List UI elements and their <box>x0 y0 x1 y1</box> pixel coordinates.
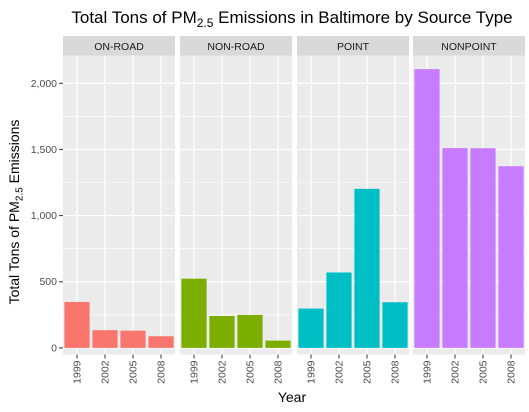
x-tick-label: 2002 <box>100 360 112 384</box>
y-axis-title-prefix: Total Tons of PM <box>6 201 22 304</box>
y-axis: 0 500 1,000 1,500 2,000 <box>31 78 63 354</box>
y-tick-label: 1,000 <box>31 210 57 222</box>
bar-on-road-2002 <box>92 330 118 348</box>
y-tick-label: 1,500 <box>31 144 57 156</box>
bar-point-2008 <box>382 302 408 348</box>
bar-non-road-2008 <box>265 340 291 348</box>
x-tick-label: 2005 <box>362 360 374 384</box>
bar-point-2005 <box>354 188 380 348</box>
y-axis-title-suffix: Emissions <box>6 120 22 188</box>
y-tick-label: 2,000 <box>31 78 57 90</box>
x-tick-label: 1999 <box>189 360 201 384</box>
bar-nonpoint-2002 <box>442 148 468 348</box>
x-tick-label: 2005 <box>478 360 490 384</box>
bar-point-2002 <box>326 272 352 348</box>
x-axis-title: Year <box>278 389 307 405</box>
bar-on-road-2008 <box>148 336 174 348</box>
strip-background <box>63 36 175 56</box>
bar-point-1999 <box>298 308 324 348</box>
strip-label: POINT <box>337 41 370 53</box>
x-tick-label: 2008 <box>273 360 285 384</box>
y-tick-label: 0 <box>51 342 57 354</box>
facet-panel-non-road: NON-ROAD 1999 2002 2005 2008 <box>180 36 292 384</box>
y-axis-title-subscript: 2.5 <box>15 187 26 201</box>
facet-panel-on-road: ON-ROAD 1999 2002 2005 2008 <box>63 36 175 384</box>
x-tick-label: 2008 <box>390 360 402 384</box>
strip-label: NON-ROAD <box>207 41 265 53</box>
chart-title: Total Tons of PM2.5 Emissions in Baltimo… <box>71 8 512 30</box>
bar-nonpoint-1999 <box>414 69 440 348</box>
bar-on-road-2005 <box>120 330 146 348</box>
facet-panel-point: POINT 1999 2002 2005 2008 <box>297 36 409 384</box>
x-tick-label: 2002 <box>334 360 346 384</box>
strip-background <box>413 36 525 56</box>
facet-panel-nonpoint: NONPOINT 1999 2002 2005 2008 <box>413 36 525 384</box>
bar-nonpoint-2005 <box>470 148 496 348</box>
bar-on-road-1999 <box>64 301 90 348</box>
x-tick-label: 2008 <box>506 360 518 384</box>
bar-non-road-2005 <box>237 314 263 348</box>
x-tick-label: 2005 <box>245 360 257 384</box>
bar-nonpoint-2008 <box>498 166 524 348</box>
chart-title-prefix: Total Tons of PM <box>71 8 196 27</box>
x-tick-label: 1999 <box>422 360 434 384</box>
strip-background <box>180 36 292 56</box>
x-tick-label: 2005 <box>128 360 140 384</box>
x-tick-label: 2008 <box>156 360 168 384</box>
y-tick-label: 500 <box>39 276 57 288</box>
chart-title-subscript: 2.5 <box>197 16 214 30</box>
chart-title-suffix: Emissions in Baltimore by Source Type <box>213 8 512 27</box>
x-tick-label: 1999 <box>306 360 318 384</box>
strip-label: ON-ROAD <box>94 41 144 53</box>
strip-background <box>297 36 409 56</box>
strip-label: NONPOINT <box>441 41 497 53</box>
x-tick-label: 2002 <box>217 360 229 384</box>
x-tick-label: 1999 <box>72 360 84 384</box>
bar-non-road-2002 <box>209 316 235 348</box>
x-tick-label: 2002 <box>450 360 462 384</box>
bar-non-road-1999 <box>181 278 207 348</box>
y-axis-title: Total Tons of PM2.5 Emissions <box>6 120 26 305</box>
facet-panels: ON-ROAD 1999 2002 2005 2008 NON-ROAD 1999 2002 2… <box>63 36 525 384</box>
